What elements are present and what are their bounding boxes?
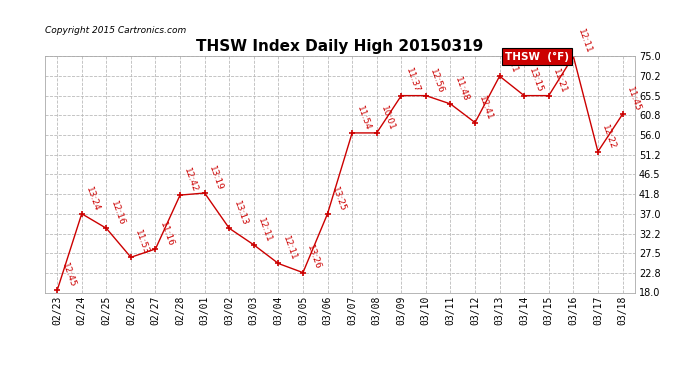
Text: 12:11: 12:11 — [575, 28, 593, 55]
Text: 12:16: 12:16 — [109, 200, 126, 227]
Text: 12:45: 12:45 — [59, 262, 77, 289]
Text: 12:11: 12:11 — [256, 216, 273, 244]
Text: 13:13: 13:13 — [232, 200, 249, 227]
Text: 12:22: 12:22 — [600, 123, 618, 150]
Text: 13:15: 13:15 — [526, 67, 544, 94]
Text: 13:19: 13:19 — [207, 164, 224, 192]
Text: 12:11: 12:11 — [502, 48, 520, 75]
Text: 11:21: 11:21 — [551, 67, 569, 94]
Text: 13:26: 13:26 — [306, 244, 323, 272]
Text: 11:37: 11:37 — [404, 67, 421, 94]
Text: 11:48: 11:48 — [453, 75, 470, 103]
Text: 11:53: 11:53 — [133, 229, 150, 256]
Text: 12:56: 12:56 — [428, 67, 446, 94]
Text: Copyright 2015 Cartronics.com: Copyright 2015 Cartronics.com — [45, 26, 186, 34]
Text: 11:54: 11:54 — [355, 104, 372, 132]
Text: 10:01: 10:01 — [380, 104, 397, 132]
Text: 13:25: 13:25 — [330, 185, 347, 213]
Title: THSW Index Daily High 20150319: THSW Index Daily High 20150319 — [196, 39, 484, 54]
Text: 11:16: 11:16 — [158, 220, 175, 248]
Text: 13:24: 13:24 — [84, 185, 101, 213]
Text: 12:11: 12:11 — [281, 235, 298, 262]
Text: 12:42: 12:42 — [182, 167, 199, 194]
Text: 11:45: 11:45 — [625, 86, 642, 113]
Text: THSW  (°F): THSW (°F) — [505, 51, 569, 62]
Text: 12:41: 12:41 — [477, 94, 495, 122]
